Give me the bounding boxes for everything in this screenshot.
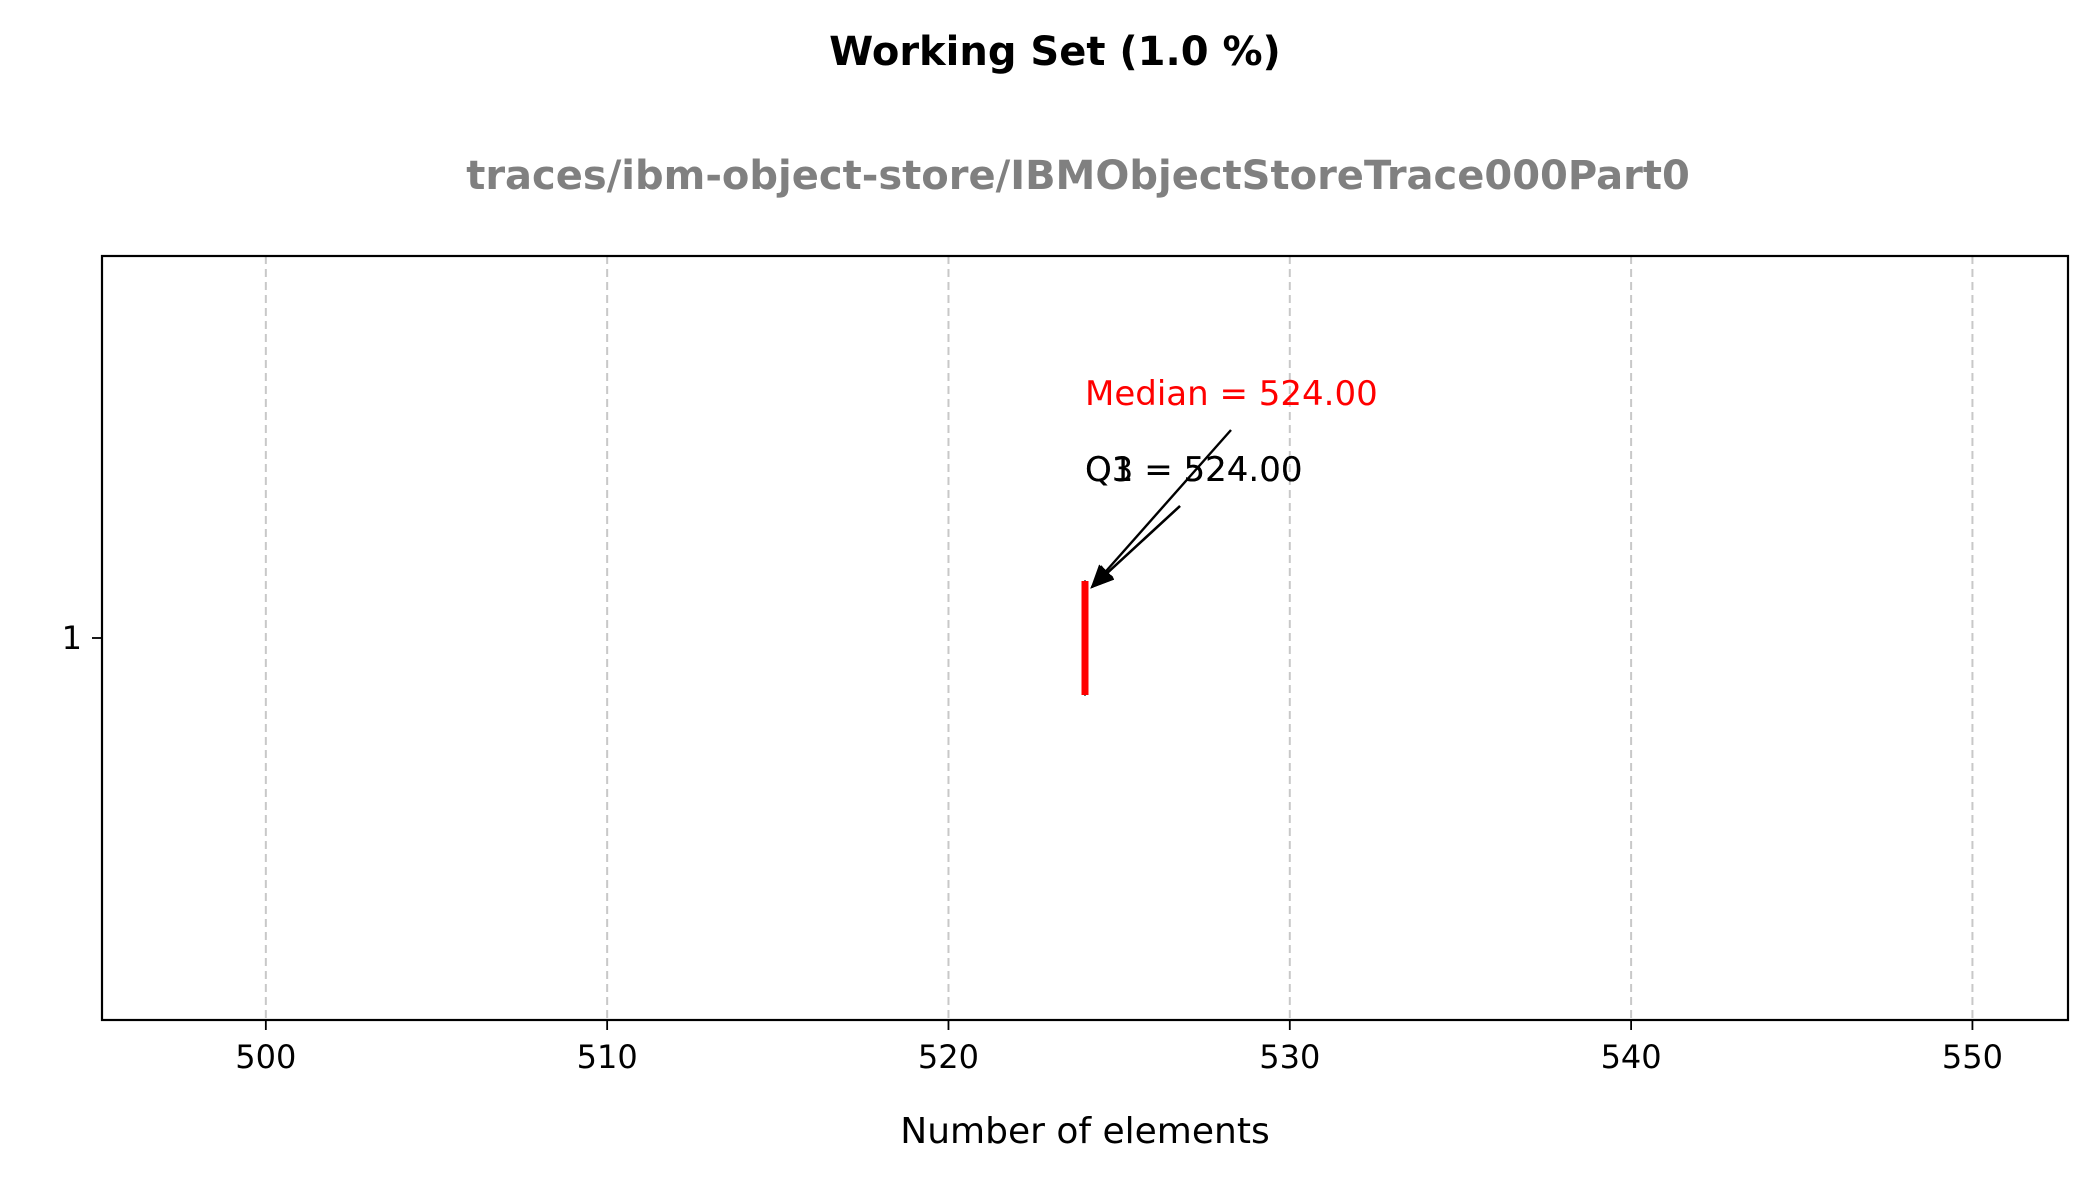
chart-subtitle: traces/ibm-object-store/IBMObjectStoreTr… bbox=[466, 153, 1690, 199]
x-tick-label-520: 520 bbox=[918, 1038, 979, 1076]
y-tick-label-1: 1 bbox=[62, 619, 82, 657]
x-tick-label-510: 510 bbox=[577, 1038, 638, 1076]
grid-lines bbox=[264, 256, 1974, 1020]
x-axis-label: Number of elements bbox=[900, 1111, 1269, 1152]
x-tick-label-540: 540 bbox=[1601, 1038, 1662, 1076]
annotation-label-1: Q1 = 524.00 bbox=[1085, 450, 1302, 490]
chart-title: Working Set (1.0 %) bbox=[829, 29, 1281, 75]
annotation-arrow-0 bbox=[1090, 429, 1232, 589]
x-tick-label-550: 550 bbox=[1942, 1038, 2003, 1076]
annotation-arrow-2 bbox=[1090, 505, 1181, 589]
x-axis-ticks: 500 510 520 530 540 550 bbox=[235, 1020, 2003, 1076]
annotation-label-0: Median = 524.00 bbox=[1085, 374, 1378, 414]
x-tick-label-500: 500 bbox=[235, 1038, 296, 1076]
y-axis-ticks: 1 bbox=[62, 619, 102, 657]
x-tick-label-530: 530 bbox=[1259, 1038, 1320, 1076]
annotation-label-2: Q3 = 524.00 bbox=[1085, 450, 1302, 490]
